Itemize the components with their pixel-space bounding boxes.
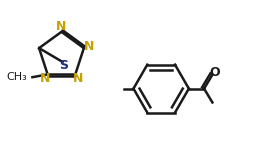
Text: S: S [59,59,68,72]
Text: N: N [83,40,94,53]
Text: N: N [39,72,50,85]
Text: N: N [73,72,83,85]
Text: N: N [56,20,67,33]
Text: O: O [210,66,220,78]
Text: CH₃: CH₃ [7,72,28,82]
